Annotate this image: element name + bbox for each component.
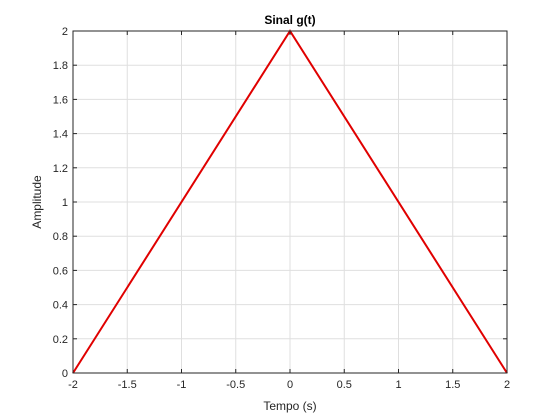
ticks (72, 30, 508, 374)
x-tick-label: 1.5 (445, 379, 460, 391)
y-tick-label: 1.4 (53, 129, 68, 141)
x-axis-label: Tempo (s) (263, 399, 316, 413)
x-tick-labels: -2 -1.5 -1 -0.5 0 0.5 1 1.5 2 (68, 379, 510, 391)
y-axis-label: Amplitude (30, 175, 44, 229)
y-tick-label: 0.6 (53, 265, 68, 277)
x-tick-label: 2 (504, 379, 510, 391)
x-tick-label: -1 (177, 379, 187, 391)
x-tick-label: -0.5 (226, 379, 245, 391)
x-tick-label: 1 (395, 379, 401, 391)
y-tick-label: 0.8 (53, 231, 68, 243)
y-tick-label: 1.2 (53, 163, 68, 175)
y-tick-labels: 0 0.2 0.4 0.6 0.8 1 1.2 1.4 1.6 1.8 2 (53, 26, 68, 380)
y-tick-label: 1.6 (53, 94, 68, 106)
chart-title: Sinal g(t) (264, 13, 315, 27)
y-tick-label: 1 (62, 197, 68, 209)
x-tick-label: 0.5 (337, 379, 352, 391)
y-tick-label: 0.4 (53, 300, 68, 312)
x-tick-label: -1.5 (118, 379, 137, 391)
y-tick-label: 2 (62, 26, 68, 38)
y-tick-label: 1.8 (53, 60, 68, 72)
x-tick-label: 0 (287, 379, 293, 391)
y-tick-label: 0.2 (53, 334, 68, 346)
x-tick-label: -2 (68, 379, 78, 391)
y-tick-label: 0 (62, 368, 68, 380)
